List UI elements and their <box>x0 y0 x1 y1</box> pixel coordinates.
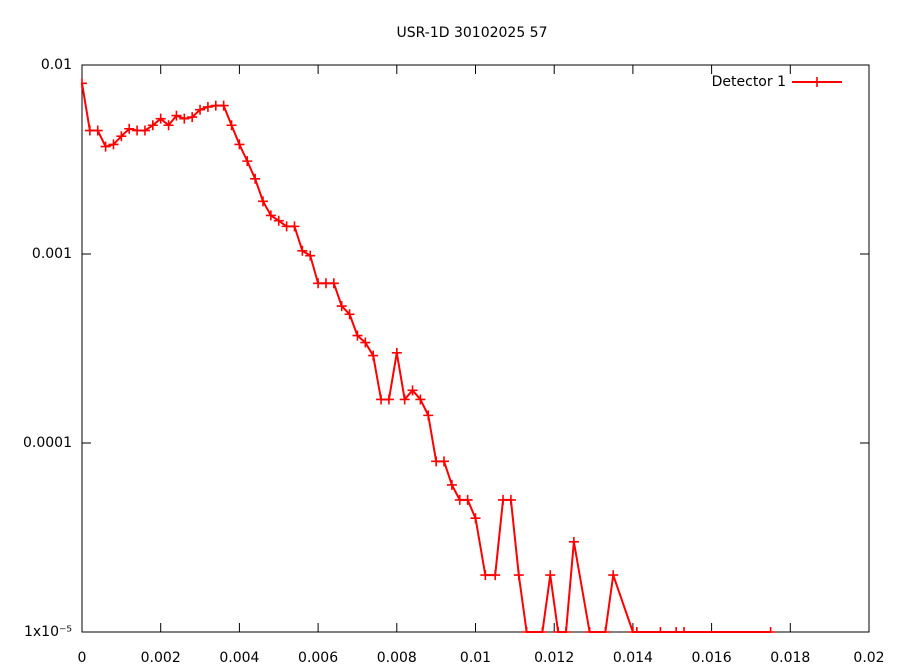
data-point <box>202 101 213 112</box>
data-point <box>679 627 690 633</box>
data-point <box>439 456 450 467</box>
data-point <box>368 350 379 361</box>
data-point <box>415 394 426 405</box>
x-tick-label: 0.012 <box>534 650 574 666</box>
x-tick-label: 0 <box>78 650 87 666</box>
data-point <box>234 139 245 150</box>
legend-label: Detector 1 <box>712 74 786 90</box>
legend-marker <box>812 77 822 87</box>
data-point <box>407 385 418 396</box>
data-point <box>139 125 150 136</box>
data-point <box>155 113 166 124</box>
data-point <box>108 139 119 150</box>
data-point <box>344 309 355 320</box>
x-tick-label: 0.01 <box>460 650 491 666</box>
data-point <box>92 125 103 136</box>
x-tick-label: 0.004 <box>219 650 259 666</box>
x-tick-label: 0.002 <box>141 650 181 666</box>
data-point <box>100 141 111 152</box>
data-point <box>147 120 158 131</box>
data-point <box>513 570 524 581</box>
y-tick-label: 0.001 <box>32 246 72 262</box>
data-point <box>470 513 481 524</box>
data-point <box>265 210 276 221</box>
x-tick-label: 0.016 <box>692 650 732 666</box>
data-point <box>360 337 371 348</box>
y-tick-label: 0.0001 <box>23 435 72 451</box>
data-point <box>242 156 253 167</box>
data-point <box>171 110 182 121</box>
data-point <box>163 120 174 131</box>
data-point <box>81 78 87 89</box>
data-point <box>352 330 363 341</box>
plot-area <box>81 78 776 633</box>
data-point <box>423 410 434 421</box>
data-point <box>521 627 532 633</box>
data-point <box>561 627 572 633</box>
x-tick-label: 0.014 <box>613 650 653 666</box>
x-tick-label: 0.018 <box>770 650 810 666</box>
data-point <box>490 570 501 581</box>
data-point <box>297 245 308 256</box>
x-tick-label: 0.02 <box>853 650 884 666</box>
data-point <box>655 627 666 633</box>
data-point <box>399 394 410 405</box>
x-tick-label: 0.006 <box>298 650 338 666</box>
data-point <box>258 196 269 207</box>
data-point <box>600 627 611 633</box>
data-point <box>545 570 556 581</box>
data-point <box>218 100 229 111</box>
data-point <box>187 112 198 123</box>
data-point <box>631 627 642 633</box>
data-point <box>336 301 347 312</box>
data-point <box>250 173 261 184</box>
data-point <box>765 627 776 633</box>
data-point <box>179 113 190 124</box>
data-point <box>505 494 516 505</box>
data-point <box>568 536 579 547</box>
y-tick-label: 0.01 <box>41 57 72 73</box>
data-point <box>289 221 300 232</box>
y-tick-label: 1x10⁻⁵ <box>24 624 72 640</box>
data-point <box>537 627 548 633</box>
data-point <box>446 479 457 490</box>
data-point <box>383 394 394 405</box>
x-tick-label: 0.008 <box>377 650 417 666</box>
data-point <box>462 494 473 505</box>
data-point <box>273 215 284 226</box>
chart-title: USR-1D 30102025 57 <box>396 25 547 41</box>
data-point <box>124 123 135 134</box>
data-point <box>584 627 595 633</box>
data-point <box>608 570 619 581</box>
data-point <box>226 120 237 131</box>
data-point <box>305 250 316 261</box>
data-point <box>328 278 339 289</box>
data-point <box>116 131 127 142</box>
data-point <box>391 347 402 358</box>
data-point <box>480 570 491 581</box>
data-point <box>195 104 206 115</box>
